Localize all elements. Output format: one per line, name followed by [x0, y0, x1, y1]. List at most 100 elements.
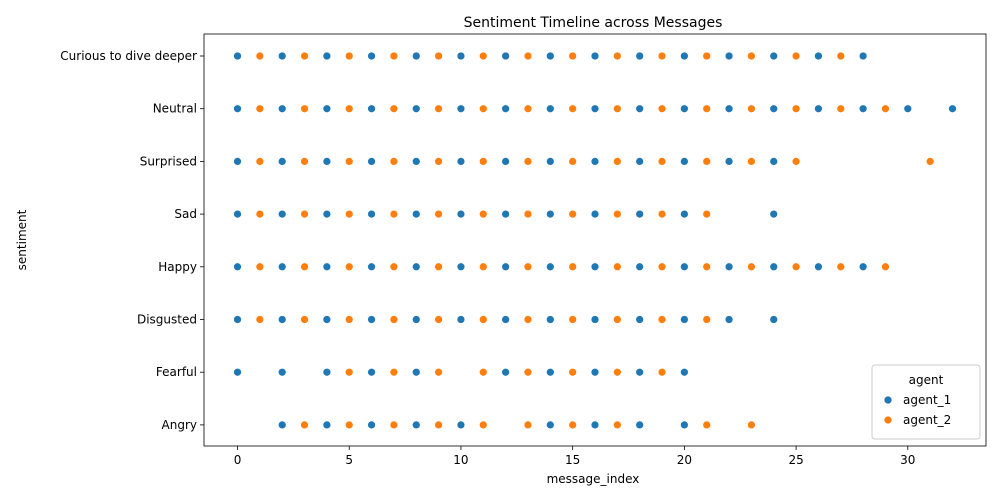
point-agent-1-happy-8 — [411, 262, 421, 272]
point-agent-2-happy-23 — [747, 262, 756, 272]
point-agent-1-neutral-18 — [635, 104, 645, 114]
point-agent-2-sad-21 — [702, 209, 712, 219]
point-agent-1-curious-to-dive-deeper-18 — [635, 51, 645, 61]
point-agent-1-surprised-10 — [456, 157, 466, 166]
point-agent-1-sad-24 — [769, 209, 779, 219]
point-agent-1-happy-28 — [858, 262, 868, 272]
point-agent-1-fearful-12 — [501, 367, 511, 377]
point-agent-1-happy-0 — [233, 262, 242, 272]
point-agent-1-neutral-16 — [590, 104, 600, 114]
point-agent-2-neutral-19 — [657, 104, 667, 114]
point-agent-2-happy-21 — [702, 262, 712, 272]
point-agent-1-neutral-0 — [233, 104, 242, 114]
legend-box — [871, 364, 981, 440]
point-agent-1-fearful-6 — [367, 367, 376, 377]
point-agent-2-neutral-27 — [836, 104, 846, 114]
point-agent-1-sad-2 — [277, 209, 287, 219]
point-agent-2-disgusted-7 — [389, 315, 399, 324]
x-tick-label-25: 25 — [788, 453, 803, 467]
point-agent-2-fearful-9 — [434, 367, 443, 377]
point-agent-1-disgusted-22 — [724, 315, 734, 324]
point-agent-1-disgusted-10 — [456, 315, 466, 324]
point-agent-2-curious-to-dive-deeper-21 — [702, 51, 712, 61]
point-agent-1-angry-8 — [411, 420, 421, 430]
point-agent-2-angry-11 — [478, 420, 488, 430]
point-agent-1-sad-6 — [367, 209, 376, 219]
point-agent-1-neutral-14 — [545, 104, 555, 114]
point-agent-1-fearful-20 — [679, 367, 689, 377]
point-agent-1-happy-26 — [814, 262, 823, 272]
point-agent-2-disgusted-3 — [300, 315, 309, 324]
point-agent-1-angry-10 — [456, 420, 466, 430]
point-agent-1-angry-6 — [367, 420, 376, 430]
point-agent-1-fearful-18 — [635, 367, 645, 377]
point-agent-1-sad-4 — [322, 209, 332, 219]
point-agent-2-curious-to-dive-deeper-25 — [791, 51, 801, 61]
point-agent-1-sad-18 — [635, 209, 645, 219]
point-agent-2-fearful-7 — [389, 367, 399, 377]
point-agent-2-happy-25 — [791, 262, 801, 272]
y-tick-label-curious-to-dive-deeper: Curious to dive deeper — [60, 49, 197, 63]
point-agent-2-happy-7 — [389, 262, 399, 272]
point-agent-1-sad-8 — [411, 209, 421, 219]
point-agent-1-sad-16 — [590, 209, 600, 219]
point-agent-2-neutral-7 — [389, 104, 399, 114]
point-agent-1-angry-20 — [679, 420, 689, 430]
point-agent-2-happy-1 — [255, 262, 265, 272]
point-agent-1-curious-to-dive-deeper-6 — [367, 51, 376, 61]
point-agent-1-fearful-14 — [545, 367, 555, 377]
point-agent-2-sad-13 — [523, 209, 533, 219]
point-agent-1-fearful-4 — [322, 367, 332, 377]
point-agent-1-angry-18 — [635, 420, 645, 430]
point-agent-2-surprised-25 — [791, 157, 801, 166]
x-axis: 0 5 10 15 20 25 30 — [234, 446, 915, 467]
point-agent-2-surprised-21 — [702, 157, 712, 166]
point-agent-1-surprised-18 — [635, 157, 645, 166]
point-agent-2-curious-to-dive-deeper-5 — [344, 51, 354, 61]
point-agent-2-curious-to-dive-deeper-7 — [389, 51, 399, 61]
point-agent-2-neutral-13 — [523, 104, 533, 114]
point-agent-1-curious-to-dive-deeper-10 — [456, 51, 466, 61]
legend: agent agent_1 agent_2 — [871, 364, 981, 440]
point-agent-1-happy-6 — [367, 262, 376, 272]
point-agent-2-sad-11 — [478, 209, 488, 219]
point-agent-1-neutral-24 — [769, 104, 779, 114]
point-agent-2-happy-19 — [657, 262, 667, 272]
point-agent-1-surprised-16 — [590, 157, 600, 166]
point-agent-2-surprised-1 — [255, 157, 265, 166]
point-agent-1-surprised-0 — [233, 157, 242, 166]
point-agent-2-happy-9 — [434, 262, 443, 272]
point-agent-2-angry-13 — [523, 420, 533, 430]
y-axis: Curious to dive deeper Neutral Surprised Sa… — [60, 49, 204, 432]
point-agent-2-happy-29 — [881, 262, 890, 272]
point-agent-1-curious-to-dive-deeper-26 — [814, 51, 823, 61]
point-agent-2-curious-to-dive-deeper-15 — [568, 51, 578, 61]
x-tick-label-10: 10 — [453, 453, 468, 467]
point-agent-1-neutral-22 — [724, 104, 734, 114]
point-agent-2-curious-to-dive-deeper-1 — [255, 51, 265, 61]
point-agent-2-happy-27 — [836, 262, 846, 272]
point-agent-2-disgusted-15 — [568, 315, 578, 324]
point-agent-2-sad-5 — [344, 209, 354, 219]
point-agent-2-disgusted-5 — [344, 315, 354, 324]
point-agent-1-disgusted-12 — [501, 315, 511, 324]
point-agent-1-curious-to-dive-deeper-22 — [724, 51, 734, 61]
point-agent-1-surprised-2 — [277, 157, 287, 166]
point-agent-1-disgusted-8 — [411, 315, 421, 324]
point-agent-2-sad-19 — [657, 209, 667, 219]
point-agent-1-sad-12 — [501, 209, 511, 219]
point-agent-1-happy-20 — [679, 262, 689, 272]
point-agent-1-surprised-8 — [411, 157, 421, 166]
point-agent-1-happy-10 — [456, 262, 466, 272]
point-agent-2-sad-17 — [612, 209, 622, 219]
point-agent-2-disgusted-11 — [478, 315, 488, 324]
y-axis-label: sentiment — [15, 209, 29, 270]
point-agent-1-angry-14 — [545, 420, 555, 430]
point-agent-1-disgusted-16 — [590, 315, 600, 324]
point-agent-1-neutral-6 — [367, 104, 376, 114]
point-agent-2-neutral-1 — [255, 104, 265, 114]
point-agent-1-neutral-26 — [814, 104, 823, 114]
point-agent-1-neutral-32 — [948, 104, 957, 114]
chart-title: Sentiment Timeline across Messages — [464, 15, 723, 31]
